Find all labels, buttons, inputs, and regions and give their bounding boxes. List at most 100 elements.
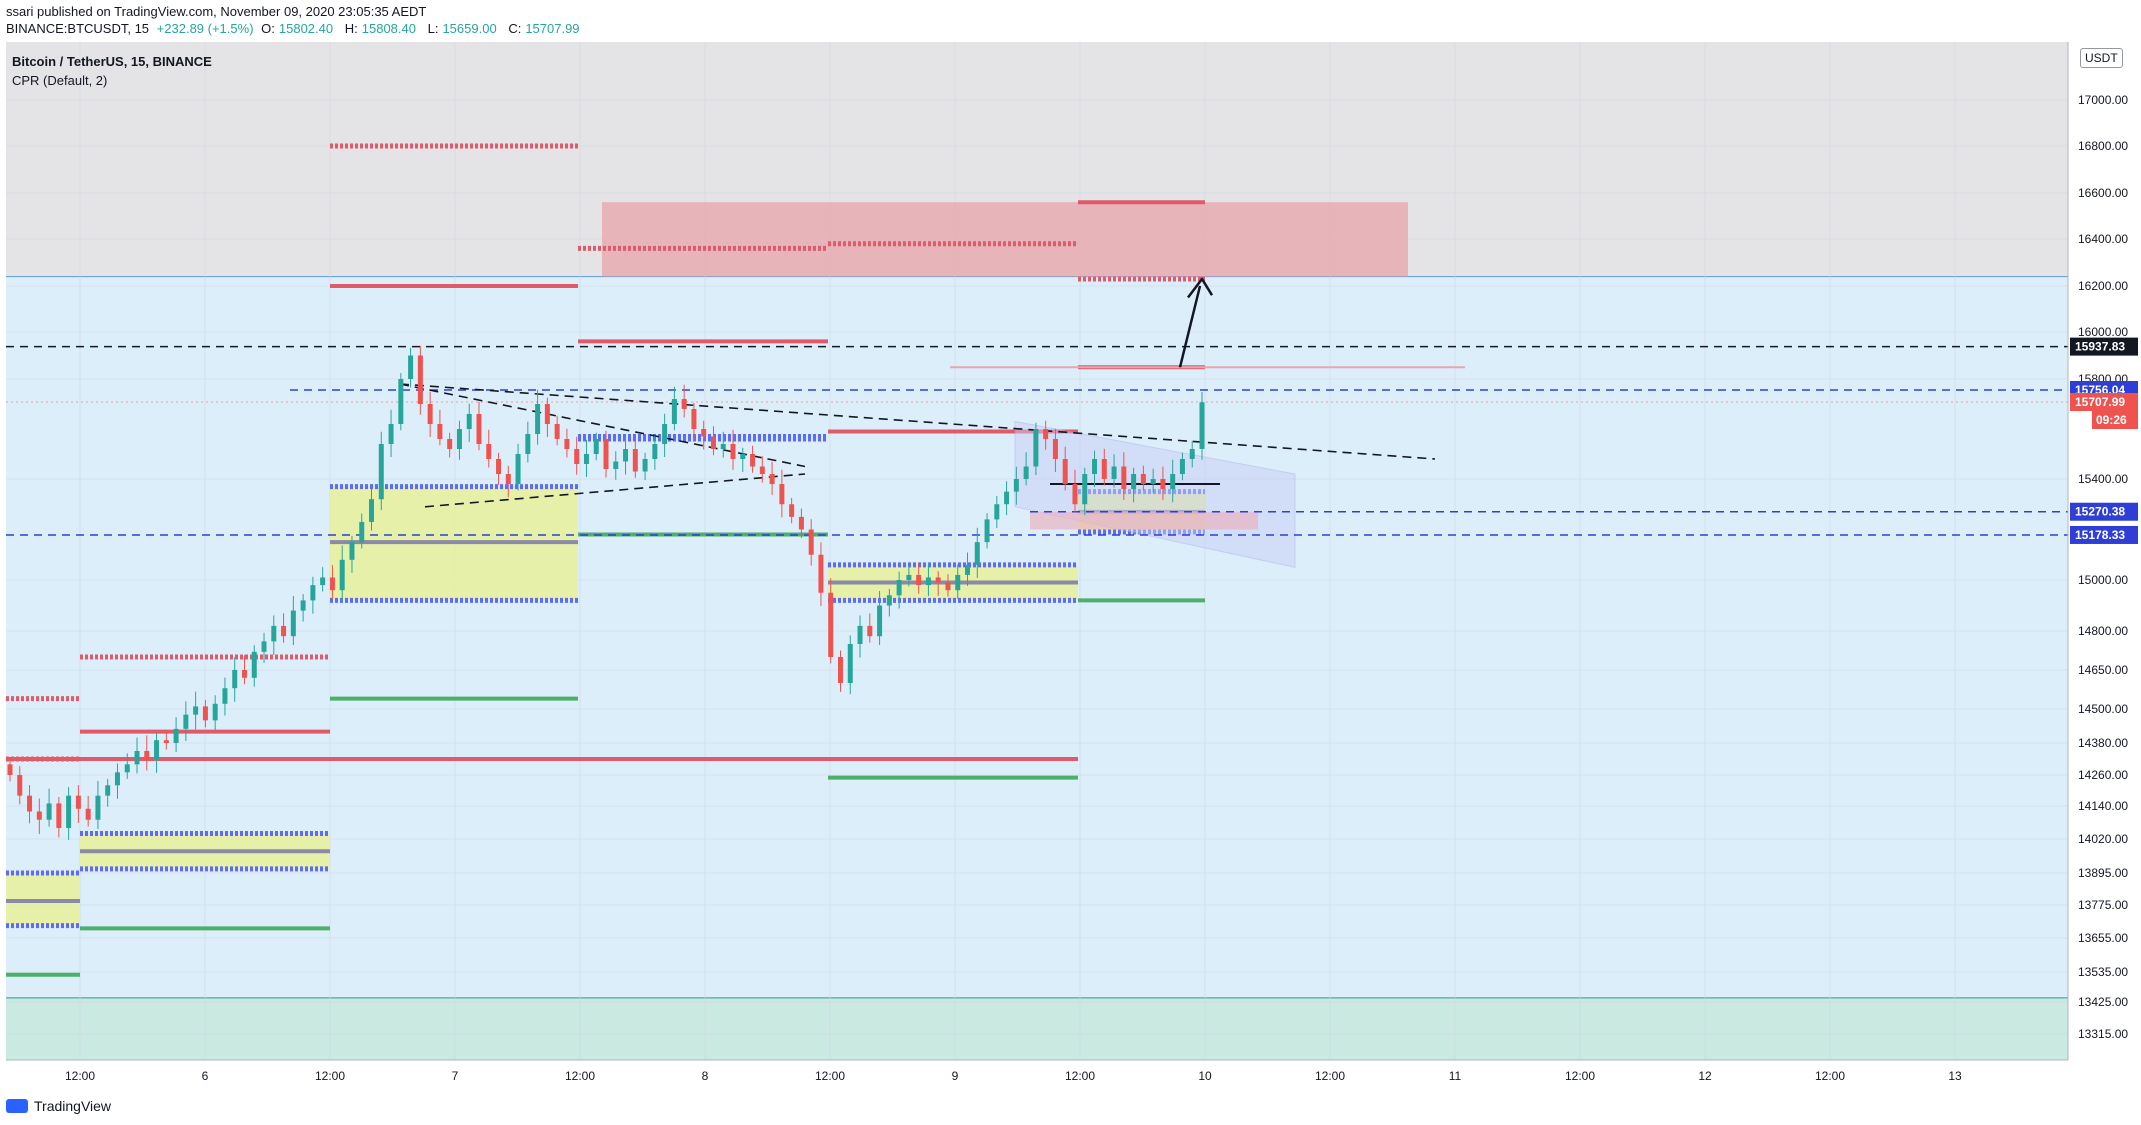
candle-body <box>613 461 619 469</box>
candle-body <box>378 444 384 500</box>
candle-body <box>857 625 863 644</box>
candle-body <box>408 355 414 379</box>
price-tick-label: 14140.00 <box>2078 799 2128 813</box>
price-tick-label: 14380.00 <box>2078 736 2128 750</box>
candle-body <box>896 580 902 596</box>
candle-body <box>320 577 326 586</box>
price-tick-label: 13425.00 <box>2078 995 2128 1009</box>
legend-title: Bitcoin / TetherUS, 15, BINANCE <box>12 54 212 69</box>
candle-body <box>1023 466 1029 479</box>
candle-body <box>603 439 609 469</box>
candle-body <box>427 404 433 424</box>
high-label: H: 15808.40 <box>344 21 416 36</box>
time-tick-label: 10 <box>1198 1069 1212 1083</box>
candle-body <box>154 740 160 759</box>
price-tag-label: 15937.83 <box>2075 340 2125 354</box>
candle-body <box>965 564 971 575</box>
symbol-line: BINANCE:BTCUSDT, 15 +232.89 (+1.5%) O: 15… <box>6 21 588 36</box>
candle-body <box>437 424 443 439</box>
price-tag <box>2070 393 2138 412</box>
time-tick-label: 6 <box>202 1069 209 1083</box>
candle-body <box>593 439 599 454</box>
change-label: +232.89 (+1.5%) <box>156 21 254 36</box>
time-tick-label: 11 <box>1449 1069 1462 1083</box>
candle-body <box>95 795 101 820</box>
candle-body <box>886 595 892 606</box>
candle-body <box>916 574 922 586</box>
candle-body <box>388 424 394 444</box>
candle-body <box>935 577 941 583</box>
candle-body <box>779 484 785 505</box>
candle-body <box>681 399 687 409</box>
candle-body <box>574 449 580 464</box>
price-tick-label: 13895.00 <box>2078 866 2128 880</box>
time-tick-label: 12:00 <box>1565 1069 1595 1083</box>
countdown-label: 09:26 <box>2096 413 2127 427</box>
candle-body <box>671 399 677 424</box>
candle-body <box>447 439 453 449</box>
candle-body <box>310 585 316 601</box>
price-axis-bg <box>2068 42 2141 1060</box>
time-tick-label: 12 <box>1698 1069 1712 1083</box>
candle-body <box>75 795 81 809</box>
price-tick-label: 13775.00 <box>2078 898 2128 912</box>
candle-body <box>241 670 247 678</box>
price-tick-label: 13535.00 <box>2078 965 2128 979</box>
time-tick-label: 12:00 <box>1065 1069 1095 1083</box>
candle-body <box>906 574 912 580</box>
candle-body <box>955 574 961 591</box>
candle-body <box>144 751 150 759</box>
candle-body <box>720 444 726 449</box>
candle-body <box>1072 484 1078 505</box>
candle-body <box>85 808 91 820</box>
candle-body <box>193 706 199 715</box>
price-tag <box>2070 337 2138 356</box>
candle-body <box>974 542 980 565</box>
price-tick-label: 14020.00 <box>2078 832 2128 846</box>
candle-body <box>583 454 589 464</box>
candle-body <box>1004 491 1010 505</box>
candle-body <box>261 641 267 652</box>
candle-body <box>925 577 931 586</box>
price-tick-label: 17000.00 <box>2078 93 2128 107</box>
candle-body <box>17 775 23 796</box>
candle-body <box>828 592 834 657</box>
tradingview-logo-icon <box>6 1099 28 1113</box>
candle-body <box>818 554 824 593</box>
time-tick-label: 13 <box>1948 1069 1962 1083</box>
lower-teal-zone <box>6 997 2068 1060</box>
time-tick-label: 12:00 <box>565 1069 595 1083</box>
candle-body <box>1170 474 1176 490</box>
candle-body <box>1140 474 1146 485</box>
candle-body <box>945 582 951 591</box>
price-tick-label: 13655.00 <box>2078 931 2128 945</box>
footer-brand-label: TradingView <box>34 1098 112 1114</box>
candle-body <box>701 429 707 437</box>
candle-body <box>1043 429 1049 439</box>
candle-body <box>1082 474 1088 505</box>
candle-body <box>134 751 140 765</box>
time-tick-label: 12:00 <box>1315 1069 1345 1083</box>
footer-brand: TradingView <box>6 1098 111 1114</box>
candle-body <box>515 454 521 485</box>
candle-body <box>984 519 990 543</box>
candle-body <box>222 688 228 704</box>
candle-body <box>251 651 257 678</box>
candle-body <box>1111 466 1117 479</box>
price-tag-label: 15270.38 <box>2075 505 2125 519</box>
candle-body <box>994 504 1000 520</box>
candle-body <box>535 404 541 434</box>
candle-body <box>486 444 492 459</box>
price-tick-label: 16600.00 <box>2078 186 2128 200</box>
candle-body <box>642 459 648 472</box>
candle-body <box>349 542 355 560</box>
candle-body <box>1033 429 1039 467</box>
price-tick-label: 13315.00 <box>2078 1027 2128 1041</box>
currency-button[interactable]: USDT <box>2080 48 2123 68</box>
candle-body <box>1179 459 1185 474</box>
candle-body <box>271 625 277 642</box>
candle-body <box>476 414 482 444</box>
candle-body <box>740 454 746 459</box>
candle-body <box>183 714 189 729</box>
